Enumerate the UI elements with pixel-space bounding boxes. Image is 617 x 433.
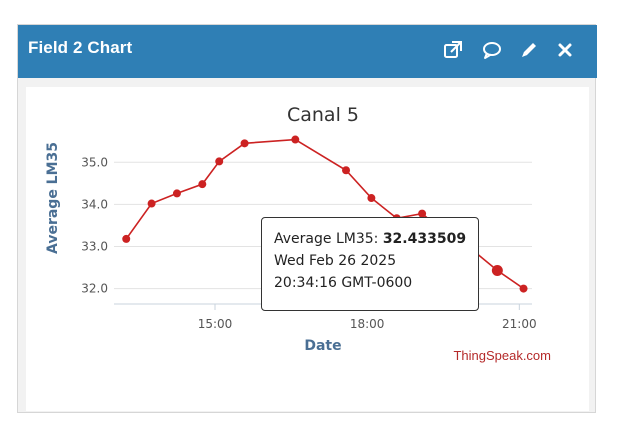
data-tooltip: Average LM35: 32.433509 Wed Feb 26 2025 …: [261, 217, 479, 311]
y-tick-label: 32.0: [81, 282, 108, 296]
tooltip-date: Wed Feb 26 2025: [274, 253, 397, 269]
comment-icon[interactable]: [481, 39, 503, 61]
x-tick-label: 15:00: [198, 317, 233, 331]
tooltip-value: 32.433509: [382, 231, 467, 247]
external-link-icon[interactable]: [442, 39, 464, 61]
data-point-highlighted[interactable]: [491, 264, 503, 276]
chart-title: Canal 5: [287, 104, 359, 126]
pencil-icon[interactable]: [518, 39, 540, 61]
y-axis-title: Average LM35: [45, 142, 61, 254]
chart-area: 35.0 34.0 33.0 32.0 15:00 18:00 21:00 Canal 5 …: [26, 87, 589, 411]
data-point[interactable]: [198, 180, 207, 189]
data-point[interactable]: [418, 209, 427, 218]
data-point[interactable]: [367, 194, 376, 203]
y-tick-label: 35.0: [81, 155, 108, 169]
data-point[interactable]: [519, 284, 528, 293]
x-tick-label: 18:00: [350, 317, 385, 331]
data-point[interactable]: [342, 166, 351, 175]
y-tick-label: 33.0: [81, 239, 108, 253]
tooltip-time: 20:34:16 GMT-0600: [274, 275, 413, 291]
x-axis-title: Date: [304, 338, 341, 354]
x-tick-label: 21:00: [502, 317, 537, 331]
y-tick-label: 34.0: [81, 197, 108, 211]
widget-title: Field 2 Chart: [28, 38, 133, 57]
data-point[interactable]: [215, 157, 224, 166]
data-point[interactable]: [172, 189, 181, 198]
data-point[interactable]: [147, 199, 156, 208]
widget-header: Field 2 Chart: [18, 25, 597, 78]
chart-widget: Field 2 Chart: [17, 24, 597, 413]
data-point[interactable]: [291, 135, 300, 144]
thingspeak-credit-link[interactable]: ThingSpeak.com: [453, 348, 551, 363]
tooltip-series-label: Average LM35:: [274, 231, 379, 247]
tooltip-value-line: Average LM35: 32.433509: [274, 228, 478, 250]
close-icon[interactable]: [554, 39, 576, 61]
data-point[interactable]: [122, 234, 131, 243]
data-point[interactable]: [240, 139, 249, 148]
